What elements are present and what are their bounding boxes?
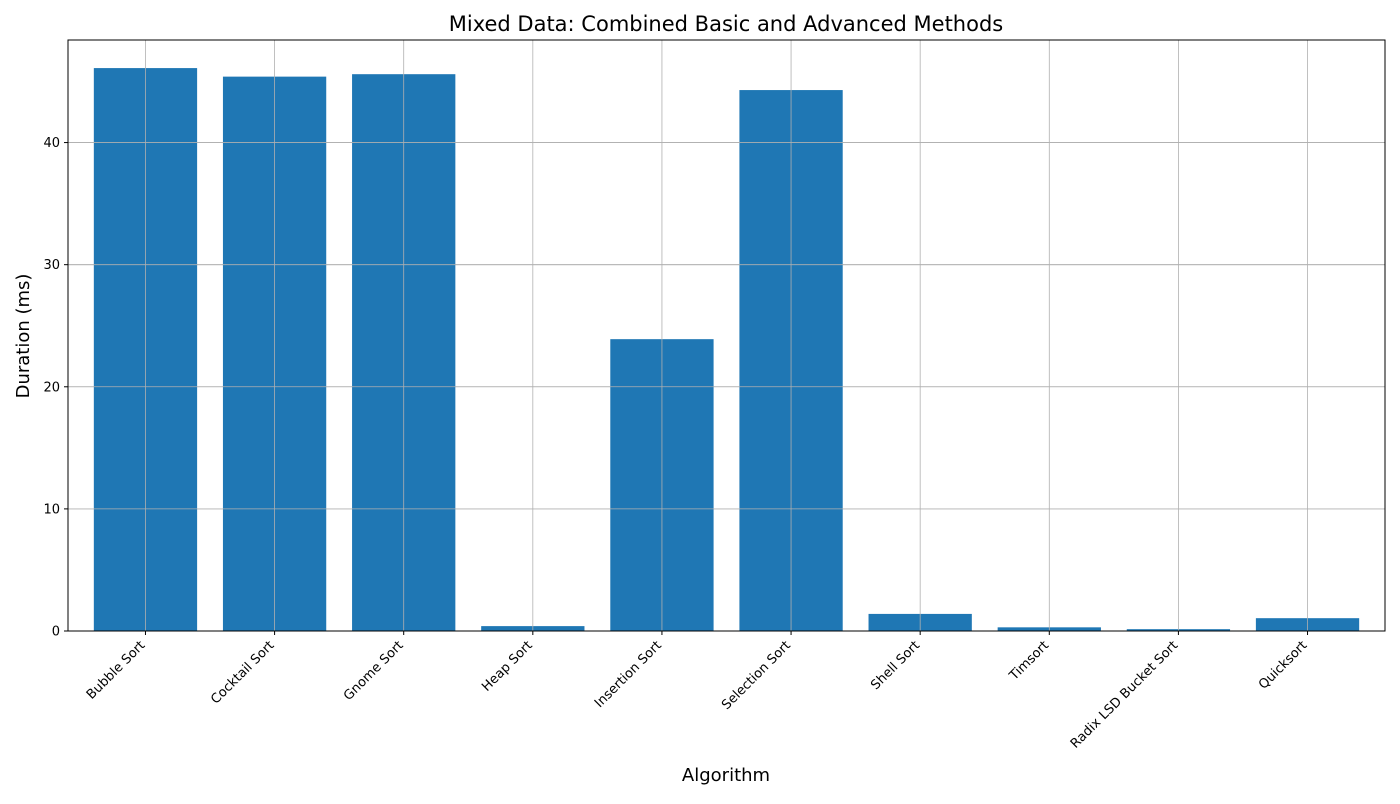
x-tick-label: Gnome Sort (341, 638, 407, 704)
x-tick-label: Insertion Sort (592, 638, 665, 711)
y-axis-ticks: 0 10 20 30 40 (43, 136, 68, 640)
x-tick-label: Selection Sort (719, 638, 794, 713)
x-tick-label: Timsort (1006, 638, 1052, 684)
plot-area-frame (67, 39, 1386, 632)
y-tick-label: 40 (43, 136, 60, 151)
x-tick-label: Radix LSD Bucket Sort (1068, 638, 1181, 751)
x-tick-label: Quicksort (1256, 638, 1310, 692)
grid-lines-front (68, 40, 1385, 632)
bars (93, 68, 1360, 632)
x-axis-ticks: Bubble Sort Cocktail Sort Gnome Sort Heap S… (84, 631, 1310, 752)
y-tick-label: 20 (43, 380, 60, 395)
y-tick-label: 10 (43, 502, 60, 517)
x-tick-label: Cocktail Sort (208, 638, 277, 707)
y-tick-label: 30 (43, 258, 60, 273)
x-tick-label: Heap Sort (479, 638, 535, 694)
x-axis-label: Algorithm (682, 765, 770, 786)
chart-title: Mixed Data: Combined Basic and Advanced … (449, 12, 1003, 36)
y-tick-label: 0 (52, 625, 60, 640)
y-axis-label: Duration (ms) (13, 274, 34, 399)
x-tick-label: Bubble Sort (84, 638, 148, 702)
x-tick-label: Shell Sort (868, 638, 923, 693)
